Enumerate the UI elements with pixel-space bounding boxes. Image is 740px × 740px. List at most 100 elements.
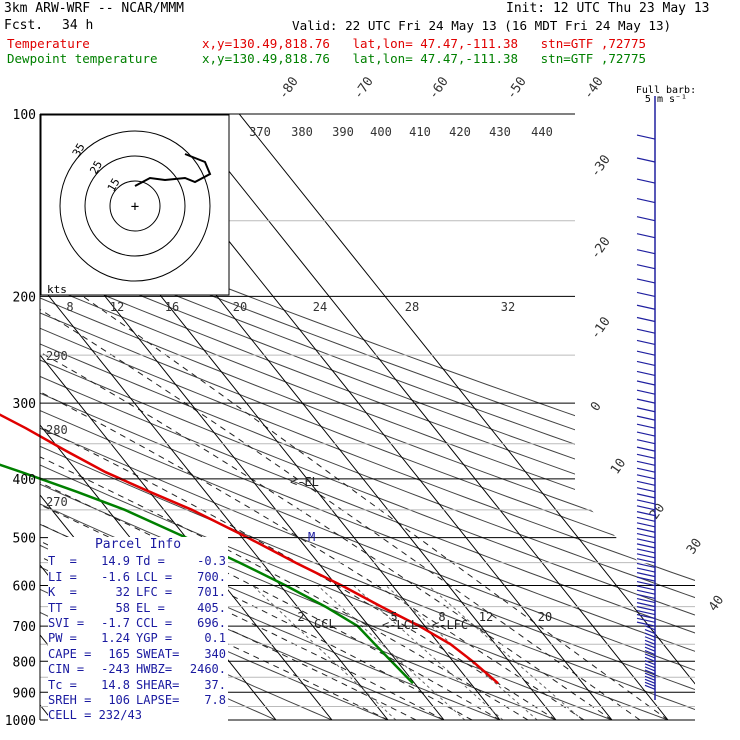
barb-legend-unit: 5 m s⁻¹ xyxy=(645,94,687,105)
mixing-ratio-label: 12 xyxy=(479,610,493,624)
wind-barb xyxy=(644,636,656,642)
wind-barb xyxy=(636,493,656,499)
parcel-key: LCL = xyxy=(136,569,173,584)
wind-barb xyxy=(636,350,656,356)
level-marker: M xyxy=(308,530,315,544)
hodograph-trace xyxy=(134,153,212,187)
hodograph-center: + xyxy=(131,199,139,215)
parcel-value: 340 xyxy=(204,646,226,661)
wind-barb xyxy=(636,613,656,620)
parcel-value: 1.24 xyxy=(101,631,130,646)
isotherm-label: -80 xyxy=(276,74,302,102)
wind-barb xyxy=(636,597,656,604)
parcel-key: K = xyxy=(48,585,77,600)
parcel-value: -0.3 xyxy=(197,554,226,569)
parcel-value: 701. xyxy=(197,585,226,600)
wind-barb xyxy=(636,576,656,582)
theta-label: 440 xyxy=(531,125,553,139)
parcel-key: SVI = xyxy=(48,616,85,631)
wind-barb xyxy=(636,580,656,587)
wind-barb xyxy=(644,669,656,675)
wind-barb xyxy=(636,249,656,255)
hodograph-ring-label: 35 xyxy=(70,141,88,159)
mixing-ratio-line xyxy=(428,585,583,720)
wind-barb xyxy=(636,522,656,528)
dewpoint-legend: Dewpoint temperature xyxy=(7,51,158,66)
parcel-value: 700. xyxy=(197,569,226,584)
parcel-value: 106 xyxy=(108,693,130,708)
parcel-value: 405. xyxy=(197,600,226,615)
pressure-tick-label: 200 xyxy=(13,290,36,305)
parcel-key: CCL = xyxy=(136,616,173,631)
mixing-ratio-label: 5 xyxy=(390,610,397,624)
parcel-value: 2460. xyxy=(189,662,226,677)
hodograph-speed-label: 8 xyxy=(66,300,73,314)
wind-barb xyxy=(644,663,656,669)
wind-barb xyxy=(636,233,656,239)
theta-label: 280 xyxy=(46,423,68,437)
parcel-key: SREH = xyxy=(48,693,92,708)
parcel-row: SVI = -1.7 CCL = 696. xyxy=(48,616,228,631)
wind-barb xyxy=(644,625,656,631)
parcel-row: CAPE = 165 SWEAT= 340 xyxy=(48,647,228,662)
wind-barb xyxy=(636,467,656,473)
wind-barb xyxy=(636,157,656,163)
forecast-label: Fcst. xyxy=(4,18,44,33)
pressure-tick-label: 800 xyxy=(13,655,36,670)
parcel-key: SHEAR= xyxy=(136,677,180,692)
wind-barb xyxy=(644,639,656,645)
pressure-tick-label: 300 xyxy=(13,397,36,412)
isotherm-label: -70 xyxy=(351,74,377,102)
level-marker: <-LCL xyxy=(382,618,418,632)
forecast-hours: 34 h xyxy=(62,18,94,33)
moist-adiabat xyxy=(40,268,557,720)
wind-barb xyxy=(636,407,656,413)
wind-barb xyxy=(644,656,656,662)
isotherm-label: 30 xyxy=(684,536,705,557)
wind-barb xyxy=(636,423,656,429)
wind-barb xyxy=(636,606,656,612)
wind-barb xyxy=(636,439,656,445)
wind-barb xyxy=(636,511,656,517)
wind-barb xyxy=(644,678,656,684)
theta-label: 400 xyxy=(370,125,392,139)
hodograph-speed-label: 28 xyxy=(405,300,419,314)
wind-barb xyxy=(644,672,656,678)
theta-label: 290 xyxy=(46,349,68,363)
hodograph-speed-label: 24 xyxy=(313,300,327,314)
temperature-legend: Temperature xyxy=(7,36,90,51)
wind-barb xyxy=(636,360,656,367)
barb-legend-title: Full barb: xyxy=(636,85,696,96)
wind-barb xyxy=(636,543,656,549)
wind-barb xyxy=(636,216,656,222)
wind-barb xyxy=(636,304,656,310)
hodograph-ring xyxy=(109,180,161,232)
parcel-value: -243 xyxy=(101,662,130,677)
wind-barb xyxy=(636,264,656,270)
mixing-ratio-line xyxy=(317,585,466,720)
wind-barb xyxy=(636,572,656,578)
parcel-row: Tc = 14.8 SHEAR= 37. xyxy=(48,678,228,693)
isotherm-label: 20 xyxy=(647,501,668,522)
wind-barb xyxy=(644,659,656,666)
temperature-profile xyxy=(0,413,499,685)
wind-barb xyxy=(636,197,656,204)
parcel-row: T = 14.9 Td = -0.3 xyxy=(48,554,228,569)
moist-adiabat xyxy=(40,268,501,720)
parcel-row: SREH = 106 LAPSE= 7.8 xyxy=(48,693,228,708)
parcel-key: Tc = xyxy=(48,677,77,692)
parcel-key: LI = xyxy=(48,569,77,584)
wind-barb xyxy=(636,474,656,480)
wind-barb xyxy=(636,278,656,284)
parcel-info-title: Parcel Info xyxy=(94,537,182,552)
wind-barb xyxy=(636,527,656,533)
theta-label: 410 xyxy=(409,125,431,139)
parcel-key: HWBZ= xyxy=(136,662,173,677)
temperature-location: x,y=130.49,818.76 lat,lon= 47.47,-111.38… xyxy=(202,36,647,51)
pressure-tick-label: 500 xyxy=(13,532,36,547)
parcel-value: 165 xyxy=(108,646,130,661)
wind-barb xyxy=(636,610,656,616)
parcel-value: 58 xyxy=(115,600,130,615)
isotherm-label: -40 xyxy=(581,74,607,102)
